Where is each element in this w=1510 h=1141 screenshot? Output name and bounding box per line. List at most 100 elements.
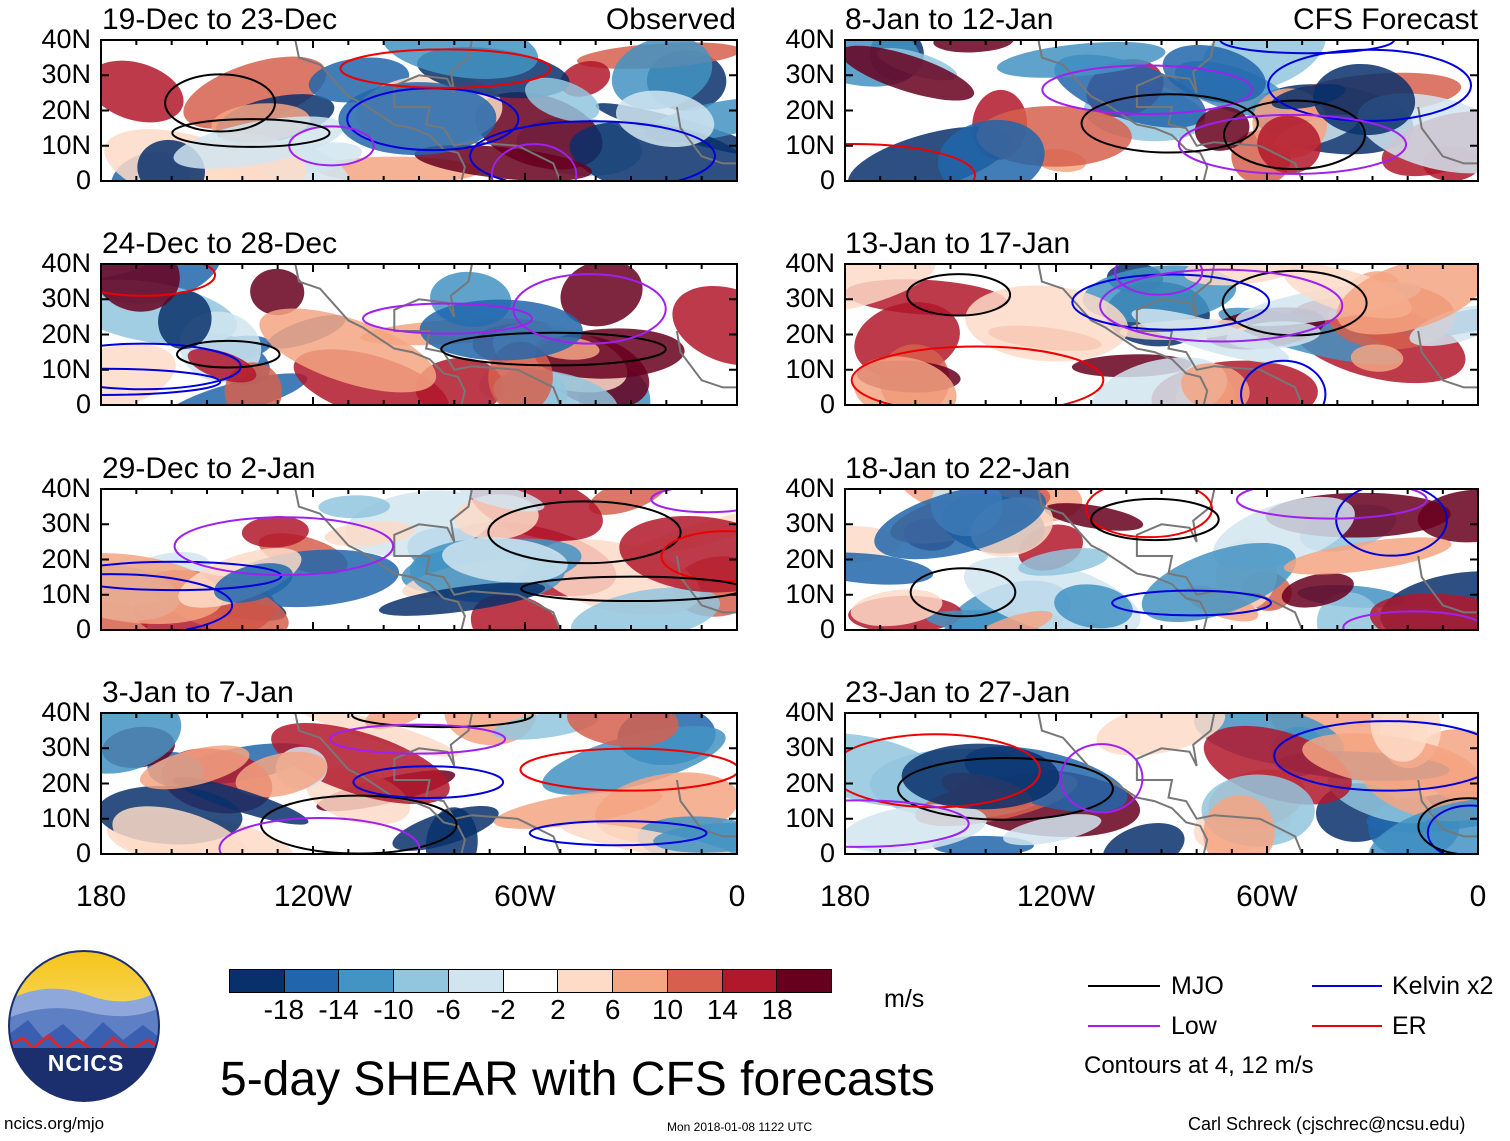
contour-line	[218, 816, 421, 854]
y-tick-label: 0	[75, 838, 91, 868]
coastline	[1037, 713, 1209, 854]
coastline	[1037, 40, 1209, 181]
contour-line	[1090, 497, 1220, 542]
shear-anomaly-blob	[1281, 573, 1354, 608]
x-tick-label: 180	[819, 880, 871, 913]
coastline	[675, 330, 737, 389]
colorbar-tick-label: 18	[761, 994, 793, 1025]
map-panel	[100, 263, 738, 406]
contour-line	[519, 747, 737, 792]
shear-anomaly-blob	[997, 41, 1166, 78]
contour-line	[897, 756, 1114, 821]
contour-line	[1071, 273, 1271, 331]
contour-line	[906, 273, 1012, 317]
x-tick-label: 120W	[273, 880, 353, 913]
contour-line	[164, 73, 276, 133]
legend-line-kelvin	[1312, 985, 1382, 987]
y-tick-label: 40N	[785, 473, 835, 503]
shear-anomaly-blob	[101, 713, 182, 774]
map-panel	[844, 39, 1479, 182]
colorbar-segment	[230, 970, 285, 992]
shear-anomaly-blob	[139, 745, 250, 790]
colorbar-segment	[667, 970, 723, 992]
coastline	[1135, 264, 1304, 405]
contour-line	[361, 302, 533, 335]
shear-anomaly-blob	[525, 77, 600, 122]
y-tick-label: 10N	[785, 578, 835, 609]
y-tick-label: 30N	[41, 508, 91, 539]
colorbar-tick-label: -6	[435, 994, 461, 1025]
footer-url[interactable]: ncics.org/mjo	[4, 1114, 105, 1133]
chart-title: 5-day SHEAR with CFS forecasts	[220, 1053, 935, 1106]
y-tick-label: 20N	[785, 543, 835, 574]
colorbar-segment	[503, 970, 559, 992]
shear-anomaly-blob	[845, 552, 934, 585]
coastline	[1417, 106, 1478, 165]
shear-anomaly-blob	[1257, 115, 1321, 174]
ncics-logo	[8, 950, 160, 1102]
y-tick-label: 20N	[785, 94, 835, 125]
contour-line	[173, 516, 395, 577]
y-tick-label: 0	[75, 165, 91, 195]
contour-line	[1085, 489, 1213, 539]
colorbar-segment	[394, 970, 449, 992]
y-tick-label: 20N	[41, 318, 91, 349]
units-label: m/s	[884, 985, 925, 1013]
panel-title-1: 19-Dec to 23-Dec	[102, 3, 338, 36]
map-panels	[100, 39, 1479, 855]
shear-anomaly-blob	[653, 823, 737, 853]
shear-anomaly-blob	[1370, 713, 1428, 762]
shear-anomaly-blob	[183, 56, 327, 129]
y-tick-label: 20N	[41, 94, 91, 125]
y-tick-label: 30N	[785, 732, 835, 763]
y-tick-label: 10N	[785, 353, 835, 384]
contour-line	[487, 500, 682, 565]
coastline	[393, 264, 562, 405]
coastline	[1417, 330, 1478, 389]
colorbar-tick-label: 2	[550, 994, 566, 1025]
shear-anomaly-blob	[213, 563, 293, 603]
panel-title-5: 8-Jan to 12-Jan	[845, 3, 1054, 36]
x-tick-label: 180	[75, 880, 127, 913]
shear-anomaly-blob	[853, 356, 957, 405]
coastline	[1417, 779, 1478, 838]
contour-line	[850, 345, 1105, 405]
contour-line	[351, 713, 534, 729]
shear-anomaly-blob	[187, 348, 257, 383]
shear-anomaly-blob	[259, 308, 437, 393]
y-tick-label: 30N	[41, 59, 91, 90]
shear-anomaly-blob	[442, 537, 568, 583]
map-panel	[844, 488, 1479, 631]
colorbar-segment	[339, 970, 395, 992]
shear-anomaly-blob	[101, 60, 184, 123]
shear-anomaly-blob	[569, 121, 737, 181]
y-tick-label: 40N	[41, 473, 91, 503]
y-tick-label: 20N	[785, 318, 835, 349]
x-tick-label: 60W	[494, 880, 556, 913]
legend-line-low	[1088, 1025, 1160, 1027]
y-tick-label: 40N	[41, 697, 91, 727]
coastline	[675, 106, 737, 165]
contour-line	[520, 575, 737, 603]
contour-line	[909, 567, 1017, 618]
y-tick-label: 0	[819, 838, 835, 868]
contour-line	[528, 820, 708, 847]
coastline	[675, 555, 737, 614]
footer-credit: Carl Schreck (cjschrec@ncsu.edu)	[1188, 1114, 1466, 1134]
y-tick-label: 0	[819, 389, 835, 419]
shear-anomaly-blob	[425, 807, 478, 854]
y-tick-label: 0	[75, 614, 91, 644]
colorbar-segment	[722, 970, 778, 992]
shear-anomaly-blob	[611, 40, 713, 110]
coastline	[393, 713, 562, 854]
contour-line	[1177, 113, 1408, 175]
contour-line	[1223, 99, 1366, 171]
shear-anomaly-blob	[456, 489, 545, 512]
y-tick-label: 30N	[785, 508, 835, 539]
y-tick-label: 10N	[41, 578, 91, 609]
shear-anomaly-blob	[937, 119, 1045, 181]
logo-text: NCICS	[47, 1050, 125, 1076]
y-tick-label: 0	[819, 614, 835, 644]
colorbar-segment	[613, 970, 668, 992]
contour-line	[469, 120, 716, 181]
